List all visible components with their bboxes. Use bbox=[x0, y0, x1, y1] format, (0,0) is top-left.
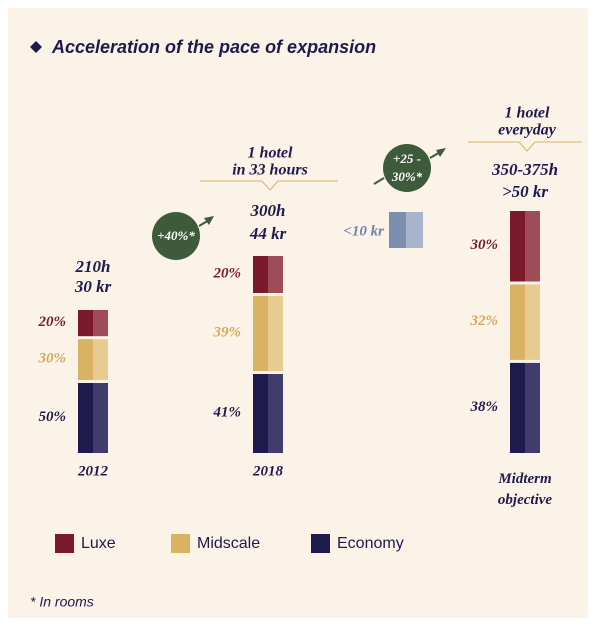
bar-header: 300h bbox=[250, 201, 286, 220]
legend-label: Midscale bbox=[197, 535, 260, 552]
annotation: everyday bbox=[498, 122, 557, 139]
growth-arrow-head bbox=[204, 216, 214, 225]
legend-swatch bbox=[311, 534, 330, 553]
category-label: 2012 bbox=[77, 463, 109, 479]
bar-segment bbox=[78, 339, 108, 380]
legend-swatch bbox=[171, 534, 190, 553]
category-label: 2018 bbox=[252, 463, 284, 479]
bar-header: 30 kr bbox=[74, 277, 112, 296]
annotation: 1 hotel bbox=[248, 145, 293, 162]
bar-header: 210h bbox=[75, 257, 111, 276]
bar-segment bbox=[510, 211, 540, 282]
bar-segment bbox=[253, 374, 283, 453]
footnote: * In rooms bbox=[30, 594, 94, 610]
small-bar bbox=[389, 212, 406, 248]
bar-segment bbox=[253, 256, 283, 293]
value-label: 41% bbox=[213, 404, 242, 420]
annotation: 1 hotel bbox=[505, 105, 550, 122]
value-label: 20% bbox=[213, 265, 242, 281]
small-bar-label: <10 kr bbox=[343, 223, 384, 239]
value-label: 20% bbox=[38, 314, 67, 330]
bar-segment bbox=[510, 362, 540, 453]
annotation: in 33 hours bbox=[232, 162, 308, 179]
bar-header: 44 kr bbox=[249, 224, 287, 243]
legend-swatch bbox=[55, 534, 74, 553]
bar-segment bbox=[78, 383, 108, 453]
value-label: 39% bbox=[213, 324, 242, 340]
value-label: 30% bbox=[38, 351, 67, 367]
annotation: 30%* bbox=[391, 169, 423, 184]
bar-segment bbox=[253, 296, 283, 371]
pace-bracket bbox=[200, 180, 338, 191]
annotation: +40%* bbox=[157, 228, 195, 243]
value-label: 30% bbox=[470, 237, 499, 253]
value-label: 32% bbox=[470, 313, 499, 329]
chart-title: Acceleration of the pace of expansion bbox=[51, 37, 376, 57]
annotation: +25 - bbox=[393, 151, 421, 166]
category-label: Midterm objective bbox=[497, 471, 552, 508]
title-bullet bbox=[30, 41, 42, 53]
growth-arrow-head bbox=[436, 148, 446, 157]
bar-segment bbox=[78, 310, 108, 337]
growth-bubble bbox=[383, 144, 431, 192]
growth-arrow bbox=[373, 177, 385, 185]
growth-bubble bbox=[152, 212, 200, 260]
bar-header: 350-375h bbox=[491, 160, 558, 179]
bar-segment bbox=[510, 284, 540, 360]
small-bar bbox=[406, 212, 423, 248]
legend-label: Luxe bbox=[81, 535, 116, 552]
value-label: 38% bbox=[470, 399, 499, 415]
bar-header: >50 kr bbox=[502, 182, 548, 201]
value-label: 50% bbox=[39, 409, 67, 425]
pace-bracket bbox=[468, 141, 582, 152]
legend-label: Economy bbox=[337, 535, 404, 552]
